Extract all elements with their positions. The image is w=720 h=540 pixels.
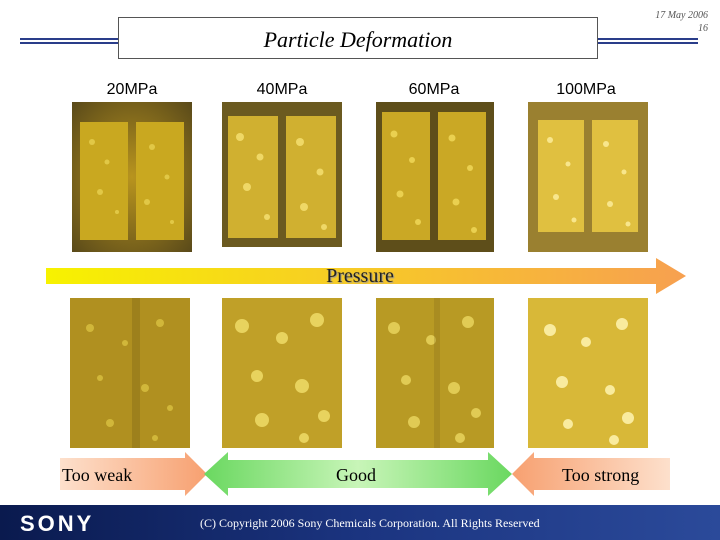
label-good: Good [336,465,376,485]
quality-arrows [60,452,670,496]
pressure-label-20: 20MPa [106,81,158,98]
sony-logo: SONY [20,511,95,536]
slide-page-number: 16 [698,23,708,34]
micrograph-bottom-100mpa [528,298,648,448]
copyright-text: (C) Copyright 2006 Sony Chemicals Corpor… [200,516,540,530]
pressure-label-60: 60MPa [408,81,460,98]
header-line-right-2 [598,42,698,44]
slide-title: Particle Deformation [263,27,453,52]
micrograph-top-20mpa [72,102,192,252]
pressure-label-40: 40MPa [256,81,308,98]
footer-bar: SONY (C) Copyright 2006 Sony Chemicals C… [0,505,720,540]
micrograph-bottom-60mpa [376,298,494,448]
label-too-weak: Too weak [62,465,133,485]
micrograph-top-60mpa [376,102,494,252]
pressure-arrow-label: Pressure [326,265,394,287]
micrograph-bottom-40mpa [222,298,342,448]
slide-meta: 17 May 2006 16 [655,9,708,35]
pressure-arrow [46,258,686,294]
header-line-left-1 [20,38,118,40]
pressure-label-100: 100MPa [556,81,616,98]
label-too-strong: Too strong [562,465,640,485]
slide-date: 17 May 2006 [655,10,708,21]
header-line-left-2 [20,42,118,44]
micrograph-top-100mpa [528,102,648,252]
title-box: Particle Deformation [118,17,598,59]
micrograph-bottom-20mpa [70,298,190,448]
header-line-right-1 [598,38,698,40]
micrograph-top-40mpa [222,102,342,247]
